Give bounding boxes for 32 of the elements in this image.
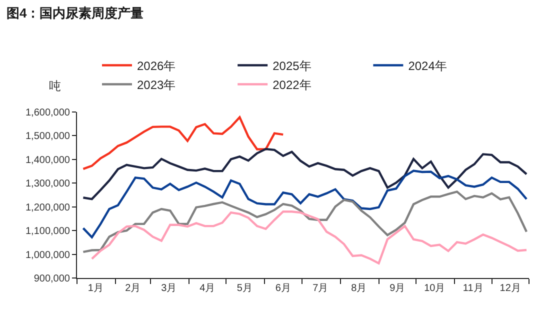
x-tick-label: 8月 xyxy=(351,283,367,294)
chart-title: 图4：国内尿素周度产量 xyxy=(6,5,144,20)
legend-label: 2023年 xyxy=(137,78,176,92)
x-tick-label: 6月 xyxy=(275,283,291,294)
y-tick-label: 1,300,000 xyxy=(26,178,70,190)
line-series xyxy=(82,116,284,170)
line-series xyxy=(82,148,528,200)
y-axis-title: 吨 xyxy=(49,79,61,93)
y-tick-label: 1,500,000 xyxy=(26,131,70,142)
y-tick-label: 1,000,000 xyxy=(26,250,70,261)
y-tick-label: 1,200,000 xyxy=(26,202,70,214)
x-tick-label: 4月 xyxy=(200,283,216,294)
x-tick-label: 5月 xyxy=(236,283,252,294)
line-series xyxy=(82,170,528,238)
x-tick-label: 3月 xyxy=(161,283,177,294)
x-tick-label: 7月 xyxy=(312,283,328,294)
y-tick-label: 900,000 xyxy=(34,274,70,284)
y-tick-label: 1,100,000 xyxy=(26,226,70,238)
x-tick-label: 11月 xyxy=(462,283,484,294)
legend-label: 2026年 xyxy=(137,58,176,73)
y-tick-label: 1,600,000 xyxy=(26,108,70,118)
x-tick-label: 1月 xyxy=(88,283,104,294)
legend-label: 2025年 xyxy=(272,58,312,73)
x-tick-label: 12月 xyxy=(500,283,521,294)
x-tick-label: 2月 xyxy=(125,283,141,294)
y-tick-label: 1,400,000 xyxy=(26,154,70,166)
line-series xyxy=(82,190,528,254)
line-series xyxy=(90,210,528,264)
legend-label: 2024年 xyxy=(408,58,447,73)
x-tick-label: 10月 xyxy=(424,283,446,294)
x-tick-label: 9月 xyxy=(390,283,406,294)
legend-label: 2022年 xyxy=(272,78,312,92)
